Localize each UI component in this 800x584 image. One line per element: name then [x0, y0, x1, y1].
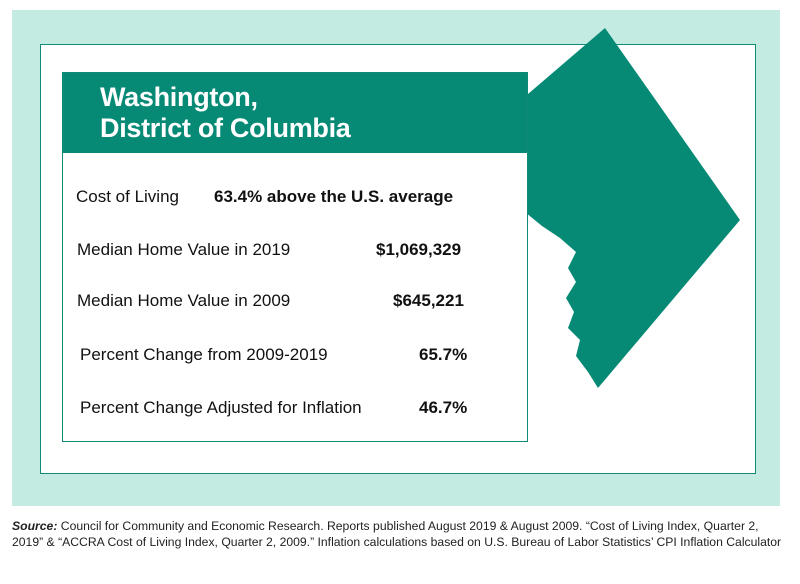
title-line-1: Washington,: [100, 82, 258, 112]
row-value: 63.4% above the U.S. average: [214, 187, 454, 206]
row-value: $645,221: [393, 291, 464, 310]
row-label: Cost of Living: [76, 187, 179, 206]
source-footnote: Source: Council for Community and Econom…: [12, 519, 787, 550]
row-label: Median Home Value in 2009: [77, 291, 291, 310]
row-value: 65.7%: [419, 345, 468, 364]
title-banner: Washington, District of Columbia: [63, 73, 527, 153]
title-line-2: District of Columbia: [100, 113, 351, 143]
row-label: Percent Change from 2009-2019: [80, 345, 328, 364]
source-label: Source:: [12, 519, 58, 533]
row-value: $1,069,329: [376, 240, 462, 259]
info-panel: Washington, District of Columbia: [62, 72, 528, 442]
row-value: 46.7%: [419, 398, 468, 417]
row-label: Median Home Value in 2019: [77, 240, 291, 259]
row-label: Percent Change Adjusted for Inflation: [80, 398, 362, 417]
source-text: Council for Community and Economic Resea…: [12, 519, 782, 549]
